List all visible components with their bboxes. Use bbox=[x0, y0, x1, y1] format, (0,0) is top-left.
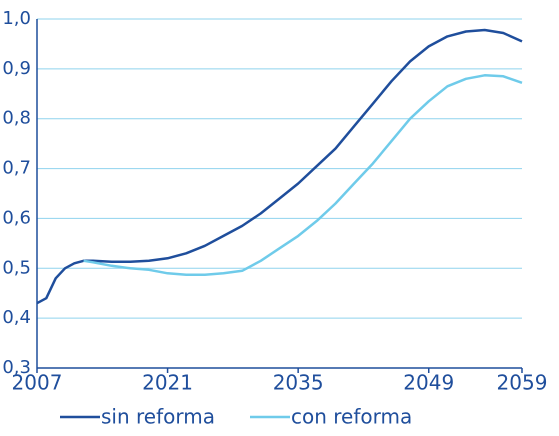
x-tick-label: 2035 bbox=[273, 371, 324, 395]
y-tick-label: 0,5 bbox=[2, 257, 31, 278]
legend-label: sin reforma bbox=[101, 405, 215, 429]
y-tick-label: 0,6 bbox=[2, 207, 31, 228]
y-tick-label: 0,7 bbox=[2, 158, 31, 179]
y-tick-label: 1,0 bbox=[2, 8, 31, 29]
y-tick-label: 0,9 bbox=[2, 58, 31, 79]
x-tick-label: 2059 bbox=[497, 371, 548, 395]
legend-label: con reforma bbox=[291, 405, 412, 429]
x-tick-label: 2049 bbox=[403, 371, 454, 395]
y-tick-label: 0,8 bbox=[2, 108, 31, 129]
y-tick-label: 0,3 bbox=[2, 357, 31, 378]
y-tick-label: 0,4 bbox=[2, 307, 31, 328]
x-tick-label: 2021 bbox=[142, 371, 193, 395]
series-line bbox=[83, 74, 523, 277]
x-tick-label: 2007 bbox=[12, 371, 63, 395]
series-line bbox=[36, 28, 523, 305]
